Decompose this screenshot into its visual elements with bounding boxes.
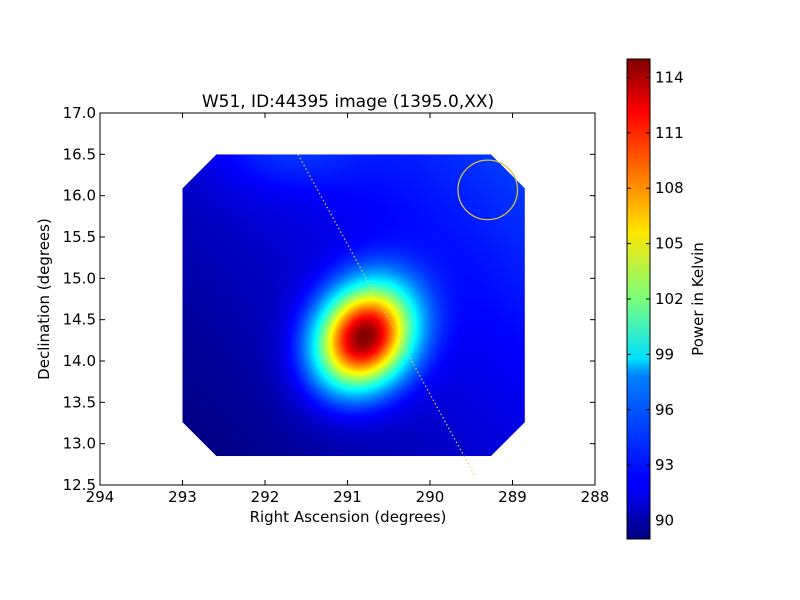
colorbar-ticks: 90 93 96 99 102 105 108 111 114 xyxy=(627,68,684,530)
colorbar-tick-label: 102 xyxy=(655,290,684,308)
colorbar: 90 93 96 99 102 105 108 111 114 Power in Kelvin xyxy=(626,58,707,540)
x-tick-label: 291 xyxy=(333,488,362,506)
y-axis-label: Declination (degrees) xyxy=(35,218,53,380)
x-axis-ticks: 294 293 292 291 290 289 288 xyxy=(86,113,610,506)
y-tick-label: 16.0 xyxy=(63,187,96,205)
colorbar-tick-label: 99 xyxy=(655,345,674,363)
y-tick-label: 15.0 xyxy=(63,269,96,287)
y-tick-label: 14.5 xyxy=(63,311,96,329)
y-tick-label: 16.5 xyxy=(63,145,96,163)
x-tick-label: 293 xyxy=(168,488,197,506)
beam-circle xyxy=(457,159,519,221)
colorbar-label: Power in Kelvin xyxy=(689,242,707,356)
x-tick-label: 289 xyxy=(498,488,527,506)
colorbar-tick-label: 108 xyxy=(655,179,684,197)
x-tick-label: 294 xyxy=(86,488,115,506)
x-tick-label: 288 xyxy=(581,488,610,506)
colorbar-tick-label: 105 xyxy=(655,235,684,253)
colorbar-tick-label: 93 xyxy=(655,456,674,474)
x-tick-label: 290 xyxy=(416,488,445,506)
y-tick-label: 15.5 xyxy=(63,228,96,246)
colorbar-tick-label: 114 xyxy=(655,68,684,86)
x-axis-label: Right Ascension (degrees) xyxy=(250,508,447,526)
colorbar-gradient xyxy=(627,59,650,539)
x-tick-label: 292 xyxy=(251,488,280,506)
y-tick-label: 17.0 xyxy=(63,104,96,122)
y-tick-label: 13.0 xyxy=(63,435,96,453)
heatmap-image xyxy=(182,154,525,457)
y-tick-label: 12.5 xyxy=(63,476,96,494)
chart-title: W51, ID:44395 image (1395.0,XX) xyxy=(202,92,494,112)
y-tick-label: 14.0 xyxy=(63,352,96,370)
plot-area: 294 293 292 291 290 289 288 12.5 13.0 13.5 14.0 14… xyxy=(63,104,610,506)
y-tick-label: 13.5 xyxy=(63,393,96,411)
colorbar-tick-label: 96 xyxy=(655,401,674,419)
scan-line xyxy=(297,154,476,478)
colorbar-tick-label: 111 xyxy=(655,124,684,142)
colorbar-tick-label: 90 xyxy=(655,512,674,530)
y-axis-ticks: 12.5 13.0 13.5 14.0 14.5 15.0 15.5 16.0 16.5 17.0 xyxy=(63,104,595,494)
